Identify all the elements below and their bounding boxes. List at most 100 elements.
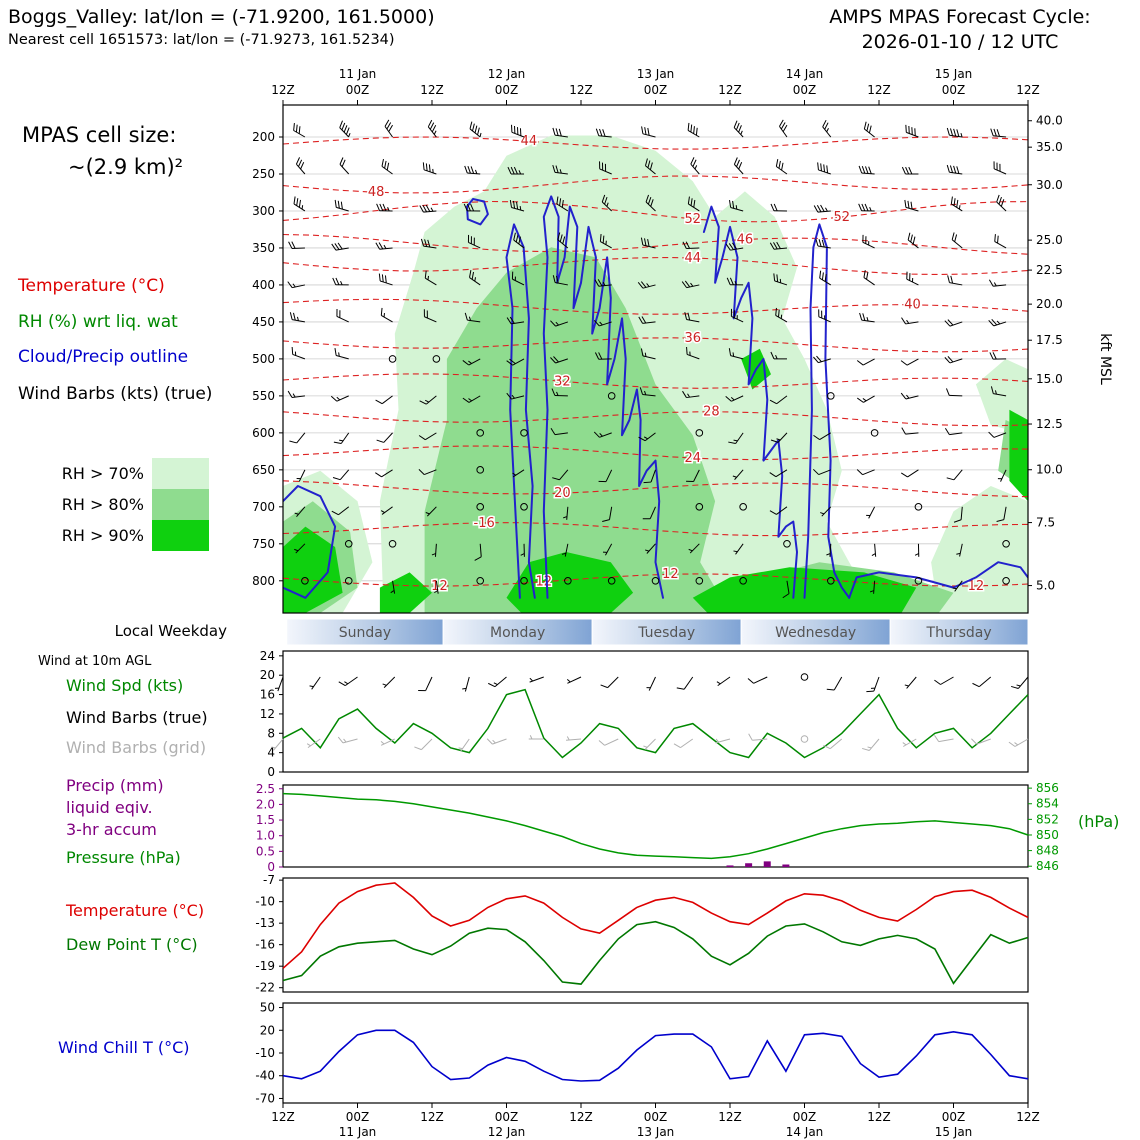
barb-tick	[733, 157, 738, 165]
bottom-date-label: 13 Jan	[637, 1125, 675, 1139]
barb-staff	[687, 129, 700, 138]
barb-tick	[640, 281, 647, 288]
barb-tick	[598, 352, 603, 360]
temp-contour	[283, 175, 1028, 194]
wind-barb	[287, 281, 306, 289]
chill-ytick-label: -10	[255, 1046, 275, 1060]
barb-staff	[949, 432, 963, 436]
barb-tick	[826, 688, 835, 691]
barb-tick	[509, 200, 512, 208]
barb-staff	[642, 321, 656, 324]
barb-tick	[681, 281, 688, 288]
barb-staff	[511, 131, 525, 138]
barb-tick	[287, 281, 293, 288]
barb-tick	[344, 681, 349, 685]
wind-barb	[715, 738, 731, 744]
barb-tick	[550, 357, 556, 364]
top-hour-label: 12Z	[420, 83, 444, 97]
barb-tick	[682, 241, 687, 249]
wind-barb	[414, 738, 433, 751]
wind-barb	[645, 194, 656, 212]
bottom-hour-label: 00Z	[793, 1110, 817, 1124]
temp-contour	[283, 573, 1028, 587]
cell-size-label: MPAS cell size:	[22, 123, 177, 147]
wind-barb	[695, 429, 704, 437]
barb-tick	[474, 169, 478, 174]
wind-barb	[944, 356, 963, 364]
wind-barb	[425, 506, 437, 517]
barb-tick	[553, 356, 559, 363]
top-hour-label: 12Z	[867, 83, 891, 97]
barb-tick	[506, 392, 512, 400]
barb-staff	[608, 506, 613, 520]
barb-tick	[647, 238, 650, 247]
wind-barb	[862, 234, 875, 249]
wind-barb	[904, 199, 919, 212]
temp-ytick-label: -22	[255, 981, 275, 995]
barb-tick	[291, 241, 296, 249]
wind-barb	[769, 241, 788, 250]
barb-staff	[949, 282, 963, 286]
barb-tick	[735, 122, 740, 131]
wind-barb	[681, 280, 700, 289]
barb-staff	[776, 166, 788, 175]
wind-barb	[901, 427, 919, 435]
wind-barb	[464, 312, 481, 323]
barb-tick	[956, 166, 960, 174]
barb-tick	[732, 352, 735, 357]
kft-tick-label: 5.0	[1036, 579, 1055, 593]
rh-shading	[424, 247, 730, 613]
wind-ytick-label: 4	[267, 746, 275, 760]
wind-barb	[507, 166, 525, 175]
wind-barb	[552, 127, 568, 138]
barb-staff	[336, 206, 349, 212]
top-date-label: 13 Jan	[637, 67, 675, 81]
barb-tick	[334, 199, 337, 208]
barb-tick	[512, 200, 516, 209]
wind-barb	[856, 395, 875, 403]
wind-barb	[642, 506, 656, 520]
barb-tick	[559, 198, 562, 206]
barb-tick	[529, 735, 533, 740]
wind-barb	[464, 165, 481, 175]
barb-staff	[819, 432, 832, 441]
barb-tick	[1016, 684, 1021, 687]
barb-staff	[993, 284, 1007, 287]
barb-tick	[644, 352, 647, 357]
barb-tick	[425, 204, 431, 212]
precip-bar	[745, 863, 753, 867]
precip-ytick-label: 0.5	[256, 844, 275, 858]
barb-staff	[469, 277, 481, 286]
barb-staff	[829, 543, 832, 557]
precip-ytick-label: 1.5	[256, 813, 275, 827]
wind-barb	[826, 543, 832, 557]
kft-tick-label: 30.0	[1036, 178, 1063, 192]
barb-staff	[421, 738, 433, 750]
barb-staff	[905, 321, 919, 325]
barb-tick	[640, 348, 644, 356]
barb-tick	[647, 160, 651, 168]
wind-barb	[639, 387, 656, 397]
wind-barb	[779, 119, 788, 138]
pressure-line	[282, 792, 1029, 860]
barb-staff	[599, 432, 612, 438]
wind-barb	[914, 543, 920, 557]
wind-barb	[637, 281, 656, 289]
cloud-outline	[505, 223, 536, 599]
barb-tick	[594, 352, 600, 360]
wind-barb	[295, 157, 306, 175]
wind-barb	[901, 317, 919, 325]
barb-tick	[730, 396, 735, 401]
wind-barb	[769, 506, 788, 515]
barb-tick	[379, 203, 384, 211]
wind-barb	[418, 432, 437, 441]
barb-staff	[686, 284, 700, 289]
top-date-label: 14 Jan	[786, 67, 824, 81]
barb-staff	[868, 738, 880, 751]
barb-staff	[566, 506, 569, 520]
barb-tick	[424, 239, 428, 247]
barb-tick	[333, 441, 342, 444]
wind-barb	[729, 199, 744, 212]
barb-staff	[753, 676, 768, 684]
barb-tick	[518, 170, 522, 175]
